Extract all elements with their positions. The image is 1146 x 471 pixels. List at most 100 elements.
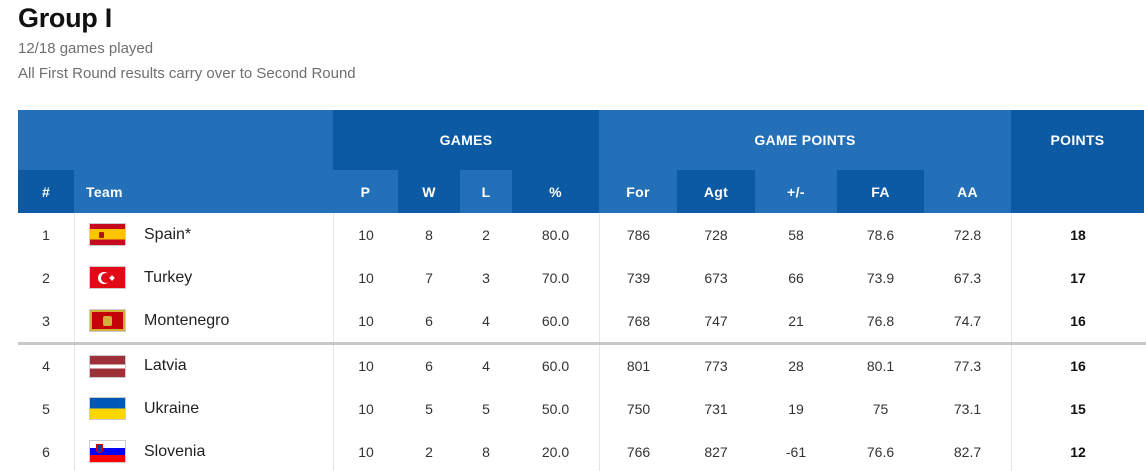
points-cell: 12 <box>1011 430 1144 471</box>
aa-cell: 73.1 <box>953 400 982 417</box>
ukraine-flag-icon <box>89 397 126 420</box>
diff-cell: -61 <box>785 443 807 460</box>
against-cell: 731 <box>704 400 728 417</box>
losses-cell: 4 <box>482 358 490 374</box>
diff-cell: 58 <box>788 226 804 243</box>
standings-table: GAMES GAME POINTS POINTS # Team P W L % … <box>18 110 1146 471</box>
for-cell: 739 <box>599 256 677 299</box>
against-cell: 773 <box>704 358 728 374</box>
spain-flag-icon <box>89 223 126 246</box>
played-cell: 10 <box>333 256 398 299</box>
team-name[interactable]: Ukraine <box>144 399 200 417</box>
aa-cell: 74.7 <box>953 312 982 329</box>
team-name[interactable]: Turkey <box>144 268 193 286</box>
losses-cell: 4 <box>482 312 490 329</box>
diff-cell: 21 <box>788 312 804 329</box>
table-row[interactable]: 5 Ukraine 10 5 5 50.0 750 731 19 75 73.1… <box>18 387 1146 430</box>
for-cell: 801 <box>599 345 677 387</box>
rank-cell: 3 <box>42 312 50 329</box>
wins-cell: 5 <box>425 400 433 417</box>
aa-cell: 67.3 <box>953 269 982 286</box>
col-rank[interactable]: # <box>18 170 74 213</box>
team-cell[interactable]: Ukraine <box>74 387 333 430</box>
group-header-game-points: GAME POINTS <box>599 110 1011 170</box>
against-cell: 747 <box>704 312 728 329</box>
team-cell[interactable]: Latvia <box>74 345 333 387</box>
wins-cell: 2 <box>425 443 433 460</box>
col-team[interactable]: Team <box>74 170 333 213</box>
losses-cell: 8 <box>482 443 490 460</box>
against-cell: 673 <box>704 269 728 286</box>
points-cell: 18 <box>1011 213 1144 256</box>
against-cell: 827 <box>704 443 728 460</box>
team-cell[interactable]: Slovenia <box>74 430 333 471</box>
losses-cell: 3 <box>482 269 490 286</box>
team-name[interactable]: Slovenia <box>144 442 206 460</box>
montenegro-flag-icon <box>89 309 126 332</box>
col-diff[interactable]: +/- <box>755 170 837 213</box>
diff-cell: 28 <box>788 358 804 374</box>
turkey-flag-icon <box>89 266 126 289</box>
page-title: Group I <box>18 3 112 33</box>
points-cell: 15 <box>1011 387 1144 430</box>
table-row[interactable]: 1 Spain* 10 8 2 80.0 786 728 58 78.6 72.… <box>18 213 1146 256</box>
group-header-games: GAMES <box>333 110 599 170</box>
col-fa[interactable]: FA <box>837 170 924 213</box>
played-cell: 10 <box>333 299 398 342</box>
played-cell: 10 <box>333 345 398 387</box>
percent-cell: 50.0 <box>541 400 570 417</box>
diff-cell: 66 <box>788 269 804 286</box>
points-cell: 16 <box>1011 345 1144 387</box>
percent-cell: 80.0 <box>541 226 570 243</box>
played-cell: 10 <box>333 387 398 430</box>
col-points <box>1011 170 1144 213</box>
slovenia-flag-icon <box>89 440 126 463</box>
team-name[interactable]: Latvia <box>144 357 187 374</box>
group-header-points: POINTS <box>1011 110 1144 170</box>
carryover-note: All First Round results carry over to Se… <box>18 65 356 82</box>
played-cell: 10 <box>333 213 398 256</box>
group-header-row: GAMES GAME POINTS POINTS <box>18 110 1146 170</box>
table-row[interactable]: 3 Montenegro 10 6 4 60.0 768 747 21 76.8… <box>18 299 1146 342</box>
team-cell[interactable]: Spain* <box>74 213 333 256</box>
points-cell: 16 <box>1011 299 1144 342</box>
games-played-text: 12/18 games played <box>18 40 154 57</box>
fa-cell: 76.8 <box>866 312 895 329</box>
losses-cell: 5 <box>482 400 490 417</box>
percent-cell: 70.0 <box>541 269 570 286</box>
aa-cell: 77.3 <box>953 358 982 374</box>
aa-cell: 72.8 <box>953 226 982 243</box>
fa-cell: 76.6 <box>866 443 895 460</box>
for-cell: 766 <box>599 430 677 471</box>
rank-cell: 2 <box>42 269 50 286</box>
column-header-row: # Team P W L % For Agt +/- FA AA <box>18 170 1146 213</box>
col-against[interactable]: Agt <box>677 170 755 213</box>
col-aa[interactable]: AA <box>924 170 1011 213</box>
for-cell: 786 <box>599 213 677 256</box>
table-row[interactable]: 6 Slovenia 10 2 8 20.0 766 827 -61 76.6 … <box>18 430 1146 471</box>
table-row[interactable]: 2 Turkey 10 7 3 70.0 739 673 66 73.9 67.… <box>18 256 1146 299</box>
rank-cell: 4 <box>42 358 50 374</box>
rank-cell: 6 <box>42 443 50 460</box>
team-cell[interactable]: Turkey <box>74 256 333 299</box>
col-wins[interactable]: W <box>398 170 460 213</box>
table-row[interactable]: 4 Latvia 10 6 4 60.0 801 773 28 80.1 77.… <box>18 342 1146 387</box>
col-for[interactable]: For <box>599 170 677 213</box>
wins-cell: 8 <box>425 226 433 243</box>
percent-cell: 60.0 <box>541 358 570 374</box>
latvia-flag-icon <box>89 354 126 378</box>
team-name[interactable]: Montenegro <box>144 311 230 329</box>
group-header-blank <box>18 110 333 170</box>
team-cell[interactable]: Montenegro <box>74 299 333 342</box>
wins-cell: 6 <box>425 358 433 374</box>
fa-cell: 75 <box>872 400 889 417</box>
col-percent[interactable]: % <box>512 170 599 213</box>
played-cell: 10 <box>333 430 398 471</box>
rank-cell: 5 <box>42 400 50 417</box>
percent-cell: 60.0 <box>541 312 570 329</box>
col-losses[interactable]: L <box>460 170 512 213</box>
fa-cell: 80.1 <box>866 358 895 374</box>
col-played[interactable]: P <box>333 170 398 213</box>
team-name[interactable]: Spain* <box>144 225 192 243</box>
rank-cell: 1 <box>42 226 50 243</box>
